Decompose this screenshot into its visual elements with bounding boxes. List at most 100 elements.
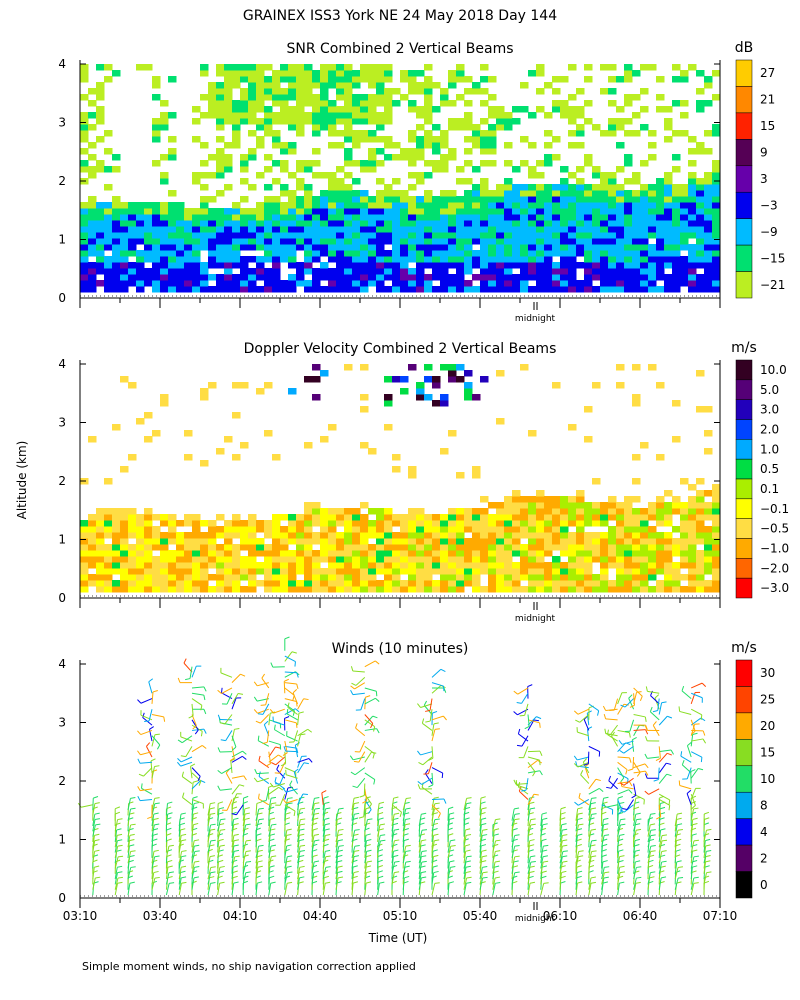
heatmap-cell bbox=[288, 94, 297, 101]
heatmap-cell bbox=[96, 586, 105, 593]
heatmap-cell bbox=[352, 70, 361, 77]
heatmap-cell bbox=[536, 520, 545, 527]
wind-barb bbox=[283, 681, 286, 694]
wind-barb bbox=[273, 708, 285, 714]
heatmap-cell bbox=[144, 256, 153, 263]
heatmap-cell bbox=[376, 562, 385, 569]
heatmap-cell bbox=[496, 502, 505, 509]
heatmap-cell bbox=[400, 550, 409, 557]
wind-barb-flag bbox=[154, 855, 160, 858]
heatmap-cell bbox=[248, 550, 257, 557]
wind-barb bbox=[511, 856, 516, 869]
heatmap-cell bbox=[592, 220, 601, 227]
heatmap-cell bbox=[352, 256, 361, 263]
heatmap-cell bbox=[448, 118, 457, 125]
wind-barb-flag bbox=[337, 839, 343, 842]
heatmap-cell bbox=[480, 550, 489, 557]
wind-barb-flag bbox=[270, 844, 277, 847]
wind-barb bbox=[191, 767, 201, 777]
heatmap-cell bbox=[664, 508, 673, 515]
heatmap-cell bbox=[80, 580, 89, 587]
heatmap-cell bbox=[408, 574, 417, 581]
heatmap-cell bbox=[480, 544, 489, 551]
wind-barb bbox=[391, 861, 396, 874]
heatmap-cell bbox=[200, 286, 209, 293]
wind-barb-flag bbox=[405, 844, 411, 847]
heatmap-cell bbox=[296, 130, 305, 137]
heatmap-cell bbox=[184, 220, 193, 227]
heatmap-cell bbox=[632, 112, 641, 119]
wind-barb bbox=[364, 788, 368, 801]
heatmap-cell bbox=[600, 568, 609, 575]
wind-barb-flag bbox=[299, 876, 305, 879]
heatmap-cell bbox=[656, 568, 665, 575]
wind-barb bbox=[191, 698, 203, 706]
wind-barb bbox=[431, 668, 442, 678]
wind-barb-flag bbox=[115, 806, 121, 810]
wind-barb-flag bbox=[423, 700, 428, 706]
heatmap-cell bbox=[704, 526, 713, 533]
heatmap-cell bbox=[480, 220, 489, 227]
heatmap-cell bbox=[544, 550, 553, 557]
heatmap-cell bbox=[416, 586, 425, 593]
heatmap-cell bbox=[440, 394, 449, 401]
heatmap-cell bbox=[320, 250, 329, 257]
heatmap-cell bbox=[240, 526, 249, 533]
heatmap-cell bbox=[416, 238, 425, 245]
heatmap-cell bbox=[664, 220, 673, 227]
wind-barb-flag bbox=[393, 854, 399, 858]
wind-barb-flag bbox=[352, 875, 358, 879]
heatmap-cell bbox=[416, 142, 425, 149]
heatmap-cell bbox=[120, 214, 129, 221]
heatmap-cell bbox=[680, 550, 689, 557]
heatmap-cell bbox=[432, 544, 441, 551]
heatmap-cell bbox=[328, 550, 337, 557]
wind-barb bbox=[601, 829, 604, 843]
heatmap-cell bbox=[336, 238, 345, 245]
heatmap-cell bbox=[424, 202, 433, 209]
heatmap-cell bbox=[632, 256, 641, 263]
wind-barb bbox=[268, 746, 276, 758]
heatmap-cell bbox=[424, 256, 433, 263]
heatmap-cell bbox=[168, 514, 177, 521]
heatmap-cell bbox=[384, 214, 393, 221]
heatmap-cell bbox=[296, 106, 305, 113]
heatmap-cell bbox=[272, 580, 281, 587]
heatmap-cell bbox=[688, 190, 697, 197]
wind-barb-flag bbox=[229, 757, 235, 762]
heatmap-cell bbox=[240, 214, 249, 221]
heatmap-cell bbox=[320, 238, 329, 245]
wind-barb-flag bbox=[514, 844, 520, 847]
heatmap-cell bbox=[80, 286, 89, 293]
heatmap-cell bbox=[624, 262, 633, 269]
heatmap-cell bbox=[424, 244, 433, 251]
heatmap-cell bbox=[120, 274, 129, 281]
heatmap-cell bbox=[136, 556, 145, 563]
wind-barb-flag bbox=[514, 813, 520, 815]
wind-barb bbox=[527, 883, 531, 896]
heatmap-cell bbox=[552, 214, 561, 221]
wind-barb-flag bbox=[480, 844, 487, 847]
heatmap-cell bbox=[552, 226, 561, 233]
heatmap-cell bbox=[248, 574, 257, 581]
heatmap-cell bbox=[432, 136, 441, 143]
heatmap-cell bbox=[280, 568, 289, 575]
heatmap-cell bbox=[376, 280, 385, 287]
heatmap-cell bbox=[320, 526, 329, 533]
heatmap-cell bbox=[280, 76, 289, 83]
heatmap-cell bbox=[536, 286, 545, 293]
heatmap-cell bbox=[624, 514, 633, 521]
heatmap-cell bbox=[464, 388, 473, 395]
colorbar-swatch bbox=[735, 458, 753, 480]
heatmap-cell bbox=[504, 580, 513, 587]
heatmap-cell bbox=[440, 544, 449, 551]
heatmap-cell bbox=[272, 142, 281, 149]
heatmap-cell bbox=[136, 202, 145, 209]
heatmap-cell bbox=[448, 148, 457, 155]
heatmap-cell bbox=[88, 274, 97, 281]
heatmap-cell bbox=[576, 142, 585, 149]
heatmap-cell bbox=[168, 568, 177, 575]
heatmap-cell bbox=[256, 268, 265, 275]
wind-barb-flag bbox=[153, 849, 159, 852]
heatmap-cell bbox=[456, 262, 465, 269]
